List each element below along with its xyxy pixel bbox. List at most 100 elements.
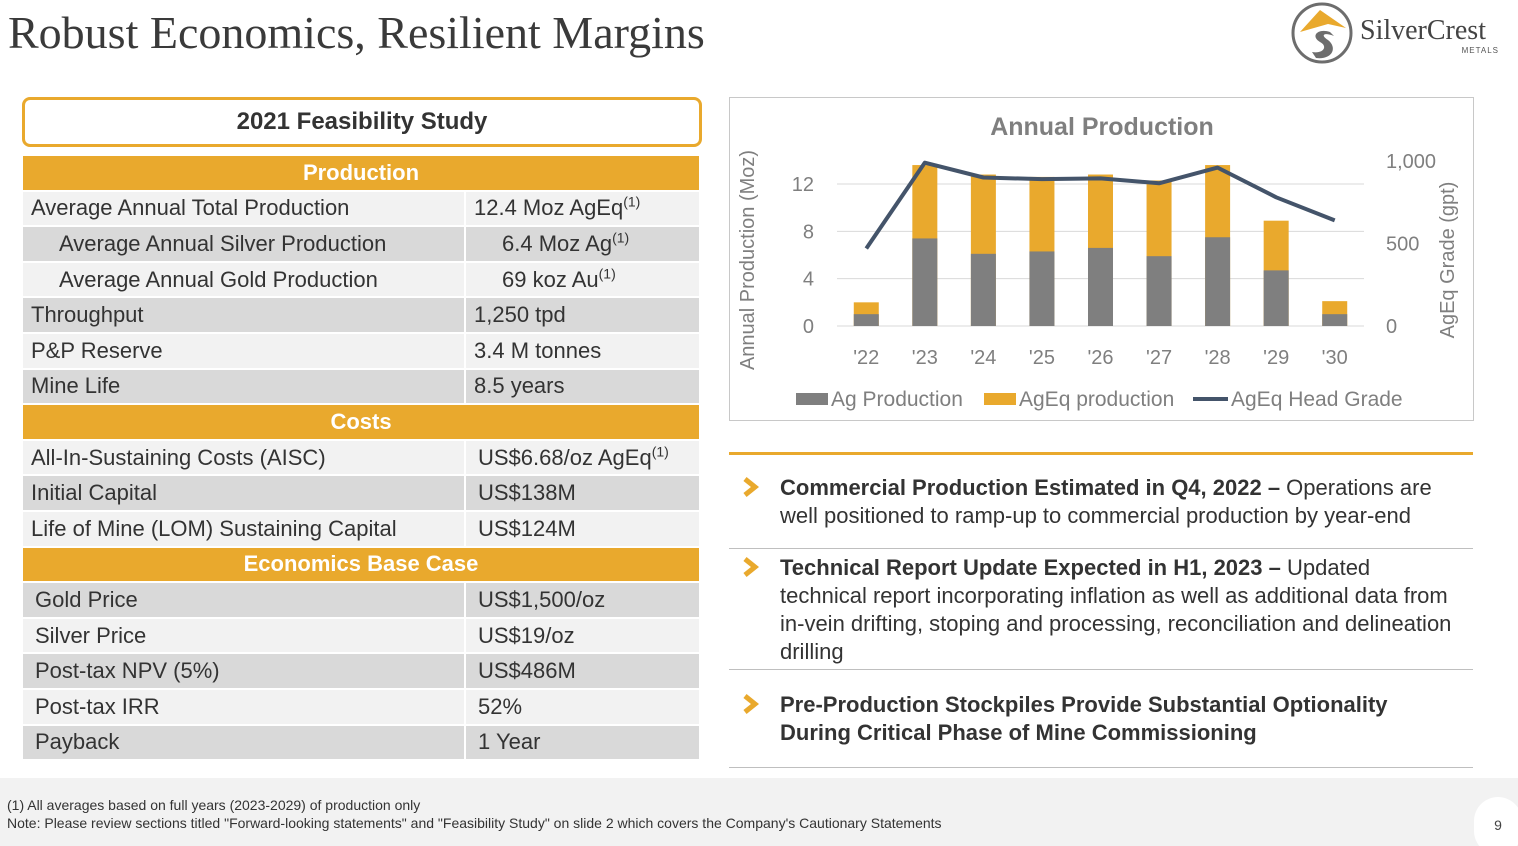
footnote: (1) All averages based on full years (20… — [7, 797, 421, 813]
chart-svg: Annual Production 0 4 8 12 0 500 1,000 Annual Pr… — [737, 113, 1459, 411]
legend-swatch-ag — [796, 393, 828, 405]
ageq-head-grade-line — [864, 160, 1336, 250]
row-value: 1 Year — [464, 723, 701, 762]
y-tick-label: 8 — [803, 221, 814, 243]
ag-bar — [1146, 256, 1172, 326]
table-row: Initial Capital US$138M — [21, 474, 701, 512]
row-value: US$486M — [464, 652, 701, 690]
footnote-marker: (1) — [612, 229, 630, 246]
page-number: 9 — [1474, 797, 1518, 846]
feasibility-study-title: 2021 Feasibility Study — [22, 97, 702, 147]
x-tick-label: '25 — [1029, 347, 1055, 369]
row-label: Average Annual Silver Production — [21, 225, 466, 263]
x-tick-label: '27 — [1146, 347, 1172, 369]
row-label: Payback — [21, 723, 466, 762]
table-row: Post-tax NPV (5%) US$486M — [21, 652, 701, 690]
table-row: Life of Mine (LOM) Sustaining Capital US$… — [21, 509, 701, 548]
row-label: Mine Life — [21, 367, 466, 406]
row-value: US$6.68/oz AgEq(1) — [464, 438, 701, 477]
section-header: Production — [21, 154, 701, 192]
bullet-heading: Pre-Production Stockpiles Provide Substa… — [780, 692, 1388, 745]
divider — [729, 548, 1473, 549]
table-row: P&P Reserve 3.4 M tonnes — [21, 331, 701, 370]
section-header: Economics Base Case — [21, 545, 701, 584]
y2-tick-label: 1,000 — [1386, 151, 1436, 173]
table-row: Post-tax IRR 52% — [21, 687, 701, 726]
row-value: 12.4 Moz AgEq(1) — [464, 189, 701, 228]
footer — [0, 778, 1518, 846]
legend-swatch-ageq — [984, 393, 1016, 405]
row-value: 8.5 years — [464, 367, 701, 406]
row-label: Post-tax IRR — [21, 687, 466, 726]
chart-title: Annual Production — [990, 113, 1214, 141]
row-value: US$19/oz — [464, 616, 701, 655]
footnote-marker: (1) — [598, 265, 616, 282]
table-row: Gold Price US$1,500/oz — [21, 581, 701, 619]
ag-bar — [1205, 237, 1231, 326]
bullets-top-rule — [729, 452, 1473, 455]
y-axis-label: Annual Production (Moz) — [737, 150, 759, 370]
legend-label: AgEq production — [1019, 388, 1174, 411]
x-tick-label: '28 — [1205, 347, 1231, 369]
legend-label: Ag Production — [831, 388, 963, 411]
row-value: US$138M — [464, 474, 701, 512]
bullet-heading: Technical Report Update Expected in H1, … — [780, 555, 1281, 580]
row-value: 6.4 Moz Ag(1) — [464, 225, 701, 263]
bullet-item: Commercial Production Estimated in Q4, 2… — [742, 474, 1462, 530]
company-logo: SilverCrest METALS — [1290, 2, 1505, 64]
y2-tick-label: 0 — [1386, 316, 1397, 338]
row-label: All-In-Sustaining Costs (AISC) — [21, 438, 466, 477]
x-tick-label: '24 — [970, 347, 996, 369]
ag-bar — [912, 238, 938, 326]
y-tick-label: 4 — [803, 269, 814, 291]
ag-bar — [970, 253, 996, 326]
row-label: Initial Capital — [21, 474, 466, 512]
x-tick-label: '30 — [1322, 347, 1348, 369]
row-label: P&P Reserve — [21, 331, 466, 370]
table-row: Payback 1 Year — [21, 723, 701, 762]
row-value: US$1,500/oz — [464, 581, 701, 619]
ag-bar — [1029, 251, 1055, 326]
logo-name: SilverCrest — [1360, 15, 1486, 46]
y2-axis-label: AgEq Grade (gpt) — [1437, 182, 1459, 339]
table-row: Silver Price US$19/oz — [21, 616, 701, 655]
feasibility-table: Production Average Annual Total Productio… — [21, 154, 701, 762]
divider — [729, 767, 1473, 768]
row-label: Post-tax NPV (5%) — [21, 652, 466, 690]
slide-title: Robust Economics, Resilient Margins — [8, 7, 705, 58]
section-header: Costs — [21, 403, 701, 441]
row-label: Throughput — [21, 296, 466, 334]
x-tick-label: '29 — [1263, 347, 1289, 369]
row-label: Average Annual Gold Production — [21, 260, 466, 299]
y-tick-label: 0 — [803, 316, 814, 338]
table-row: Throughput 1,250 tpd — [21, 296, 701, 334]
ag-bar — [853, 314, 879, 326]
x-tick-label: '26 — [1087, 347, 1113, 369]
row-label: Silver Price — [21, 616, 466, 655]
chevron-right-icon — [742, 691, 780, 747]
cautionary-note: Note: Please review sections titled "For… — [7, 815, 942, 831]
row-label: Life of Mine (LOM) Sustaining Capital — [21, 509, 466, 548]
annual-production-chart: Annual Production 0 4 8 12 0 500 1,000 Annual Pr… — [729, 97, 1474, 421]
costs-header: Costs — [21, 403, 701, 441]
legend-label: AgEq Head Grade — [1231, 388, 1403, 411]
logo-subtitle: METALS — [1461, 46, 1499, 55]
row-value: US$124M — [464, 509, 701, 548]
chevron-right-icon — [742, 474, 780, 530]
bullet-heading: Commercial Production Estimated in Q4, 2… — [780, 475, 1281, 500]
production-header: Production — [21, 154, 701, 192]
table-row: Average Annual Silver Production 6.4 Moz … — [21, 225, 701, 263]
row-value: 3.4 M tonnes — [464, 331, 701, 370]
bullet-item: Technical Report Update Expected in H1, … — [742, 554, 1462, 666]
logo-mark-icon — [1291, 2, 1353, 64]
ag-bar — [1322, 314, 1348, 326]
ag-bar — [1088, 247, 1113, 326]
table-row: Average Annual Total Production 12.4 Moz … — [21, 189, 701, 228]
bullet-item: Pre-Production Stockpiles Provide Substa… — [742, 691, 1462, 747]
table-row: Mine Life 8.5 years — [21, 367, 701, 406]
chevron-right-icon — [742, 554, 780, 666]
ag-bar — [1263, 270, 1289, 326]
x-tick-label: '22 — [853, 347, 879, 369]
row-value: 52% — [464, 687, 701, 726]
divider — [729, 669, 1473, 670]
